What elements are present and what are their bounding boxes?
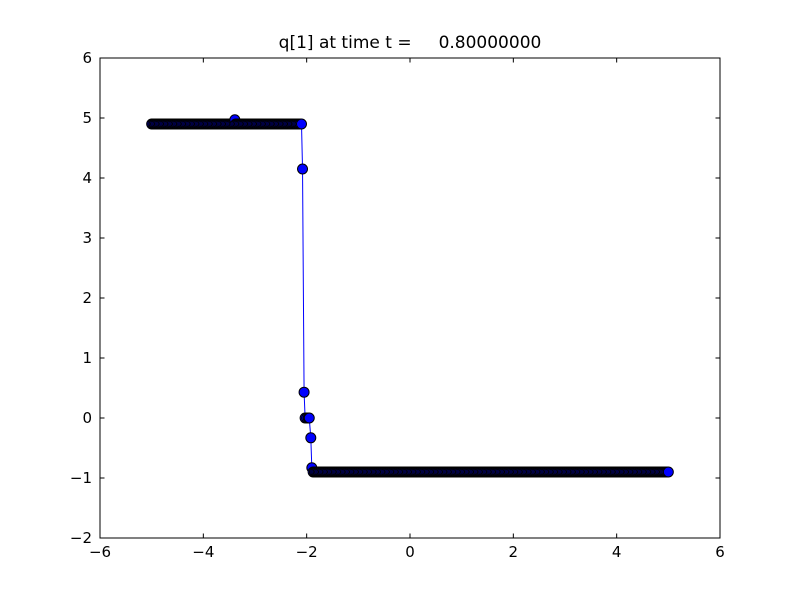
data-point-marker [305,432,317,444]
chart-title: q[1] at time t = 0.80000000 [278,33,542,53]
x-tick-label: 0 [405,543,415,561]
x-tick-label: 4 [612,543,622,561]
x-tick-label: −6 [89,543,111,561]
data-point-marker [298,386,310,398]
y-tick-label: −2 [70,529,92,547]
data-point-marker [297,163,309,175]
y-tick-label: 1 [82,349,92,367]
y-tick-label: 2 [82,289,92,307]
y-tick-label: 5 [82,109,92,127]
data-point-marker [662,466,674,478]
y-tick-label: 4 [82,169,92,187]
y-tick-label: −1 [70,469,92,487]
x-tick-label: 2 [509,543,519,561]
y-tick-label: 0 [82,409,92,427]
data-point-marker [296,118,307,130]
x-tick-label: −4 [192,543,214,561]
data-point-marker [303,412,315,424]
axes-frame [99,57,721,539]
x-tick-label: 6 [715,543,725,561]
data-line [151,119,669,473]
y-tick-label: 3 [82,229,92,247]
y-tick-label: 6 [82,49,92,67]
x-tick-label: −2 [296,543,318,561]
